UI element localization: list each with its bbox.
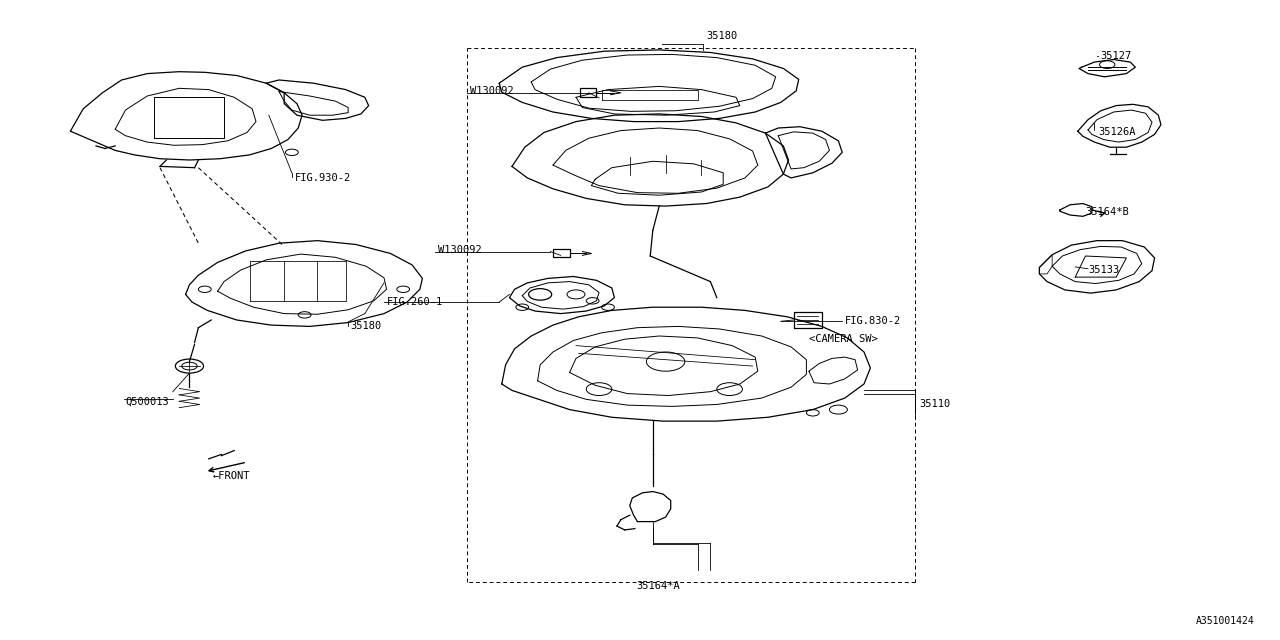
Text: 35133: 35133	[1088, 265, 1119, 275]
Text: A351001424: A351001424	[1196, 616, 1254, 626]
Bar	[553, 249, 570, 257]
Text: 35127: 35127	[1101, 51, 1132, 61]
Text: FIG.260-1: FIG.260-1	[387, 297, 443, 307]
Text: Q500013: Q500013	[125, 397, 169, 407]
Text: W130092: W130092	[438, 244, 481, 255]
Text: <CAMERA SW>: <CAMERA SW>	[809, 334, 878, 344]
Text: 35110: 35110	[919, 399, 950, 410]
Text: FIG.830-2: FIG.830-2	[845, 316, 901, 326]
Text: 35164*B: 35164*B	[1085, 207, 1129, 218]
Text: 35180: 35180	[351, 321, 381, 332]
Bar	[580, 88, 596, 97]
Text: 35164*A: 35164*A	[636, 580, 680, 591]
Text: 35126A: 35126A	[1098, 127, 1135, 138]
Text: FIG.930-2: FIG.930-2	[294, 173, 351, 183]
Text: ←FRONT: ←FRONT	[212, 471, 250, 481]
Text: 35180: 35180	[707, 31, 737, 42]
Text: W130092: W130092	[470, 86, 513, 96]
